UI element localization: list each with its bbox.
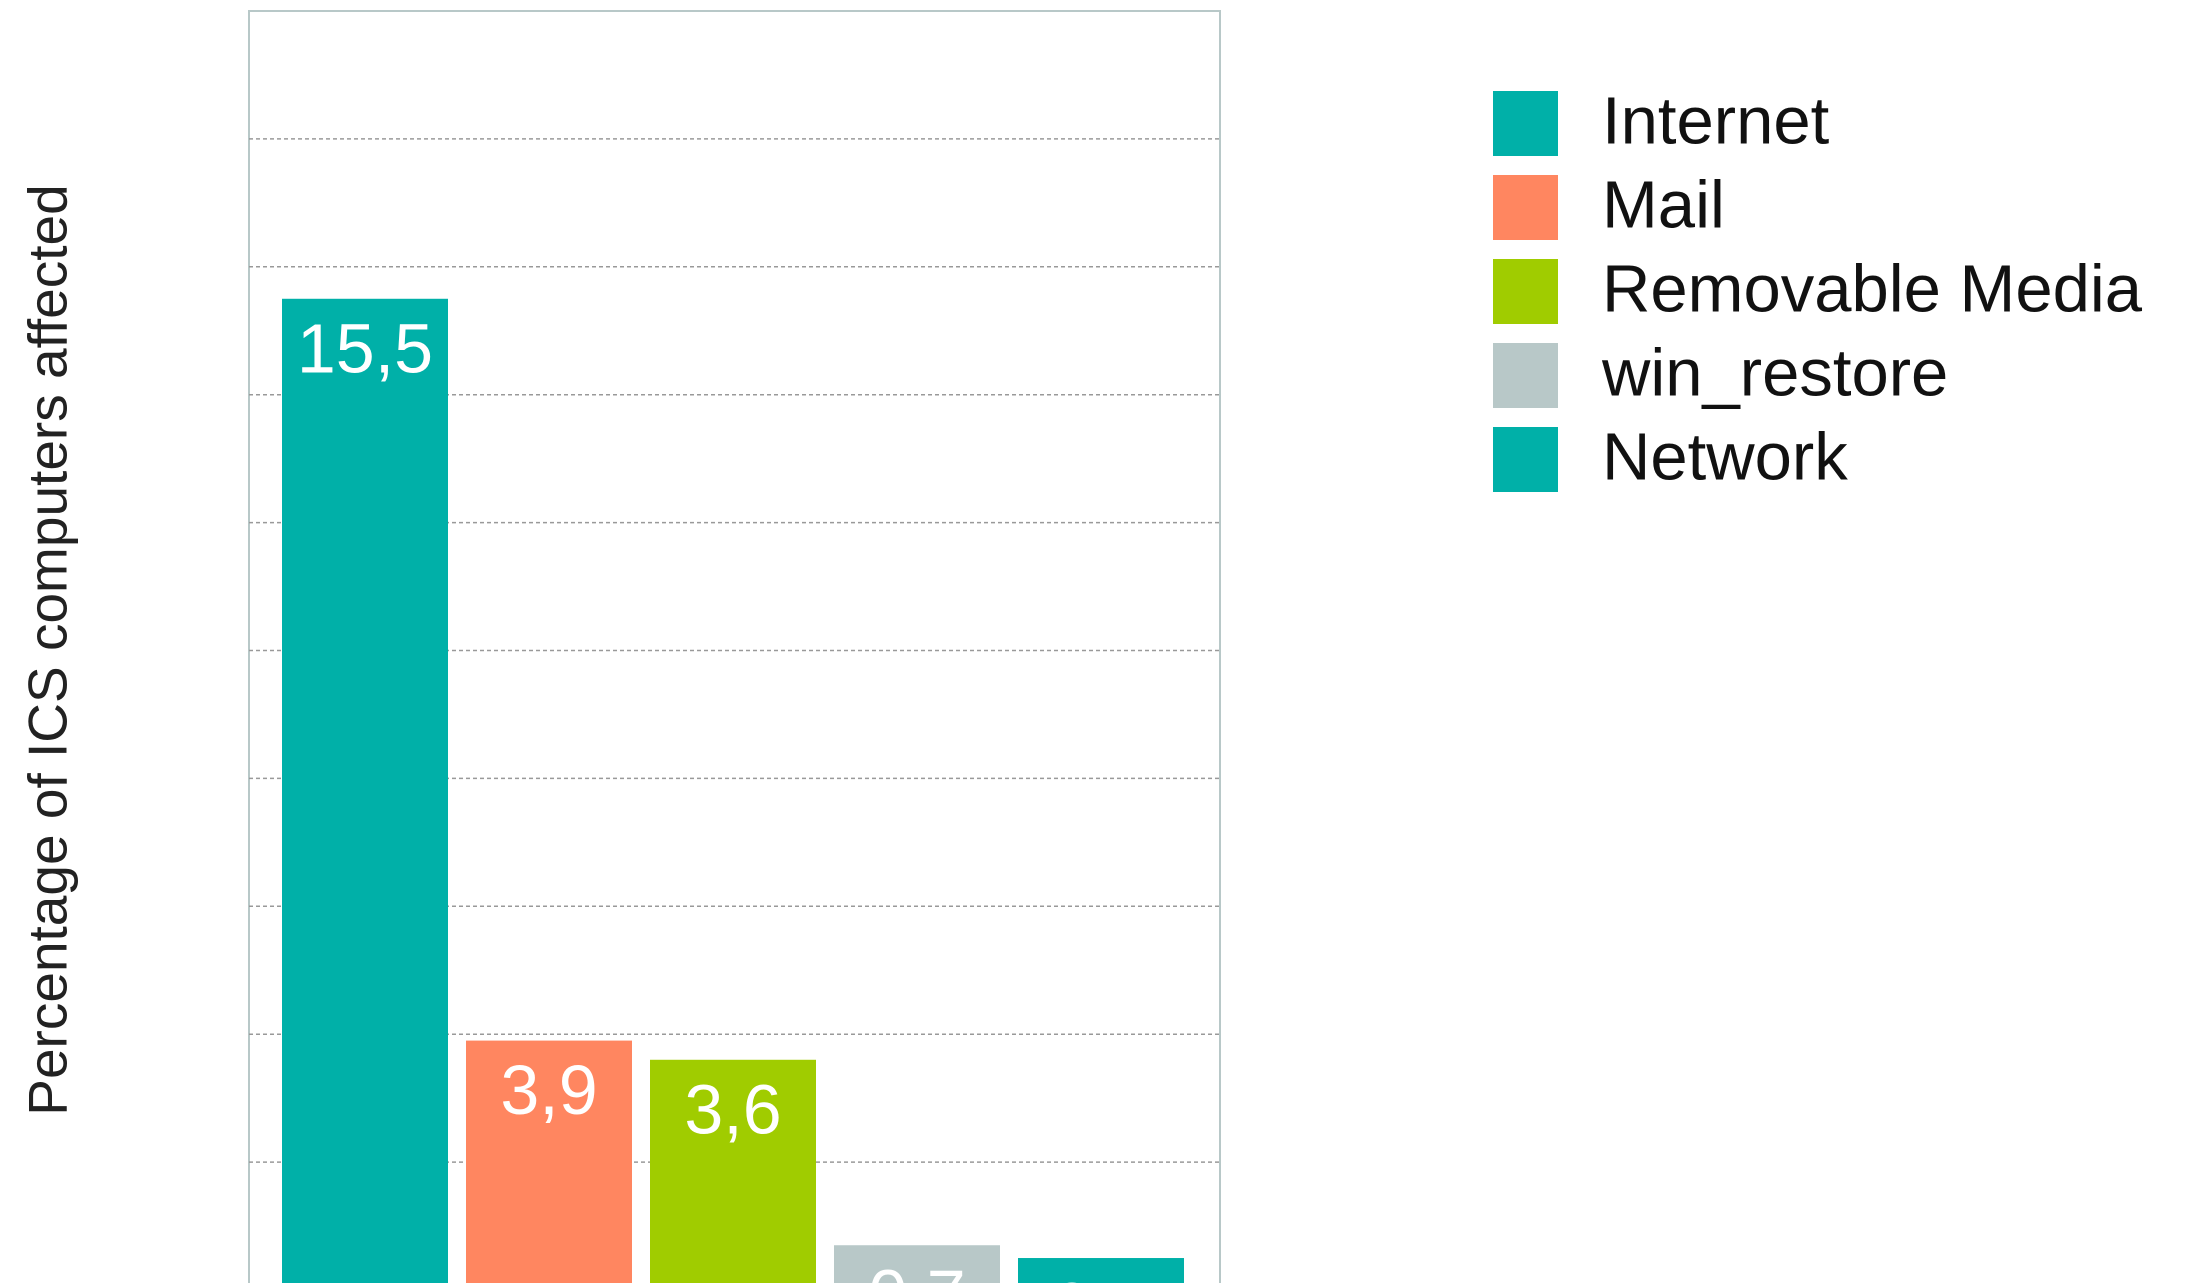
value-label: 3,9 [500, 1051, 597, 1129]
legend-label: Mail [1602, 168, 1725, 243]
legend-swatch [1493, 343, 1558, 408]
bar [466, 1040, 632, 1283]
value-label: 3,6 [684, 1070, 781, 1148]
bar [1018, 1258, 1184, 1283]
legend-swatch [1493, 91, 1558, 156]
legend-swatch [1493, 259, 1558, 324]
bar [650, 1059, 816, 1283]
value-label: 0,5 [1052, 1269, 1149, 1283]
legend-label: Internet [1602, 84, 1830, 159]
legend-swatch [1493, 427, 1558, 492]
y-axis-label: Percentage of ICS computers affected [17, 184, 79, 1115]
bar [834, 1245, 1000, 1283]
bar [282, 298, 448, 1283]
legend-label: win_restore [1601, 336, 1948, 411]
legend-label: Removable Media [1602, 252, 2143, 327]
legend-label: Network [1602, 420, 1848, 495]
legend-swatch [1493, 175, 1558, 240]
value-label: 15,5 [297, 309, 433, 387]
value-label: 0,7 [868, 1256, 965, 1283]
